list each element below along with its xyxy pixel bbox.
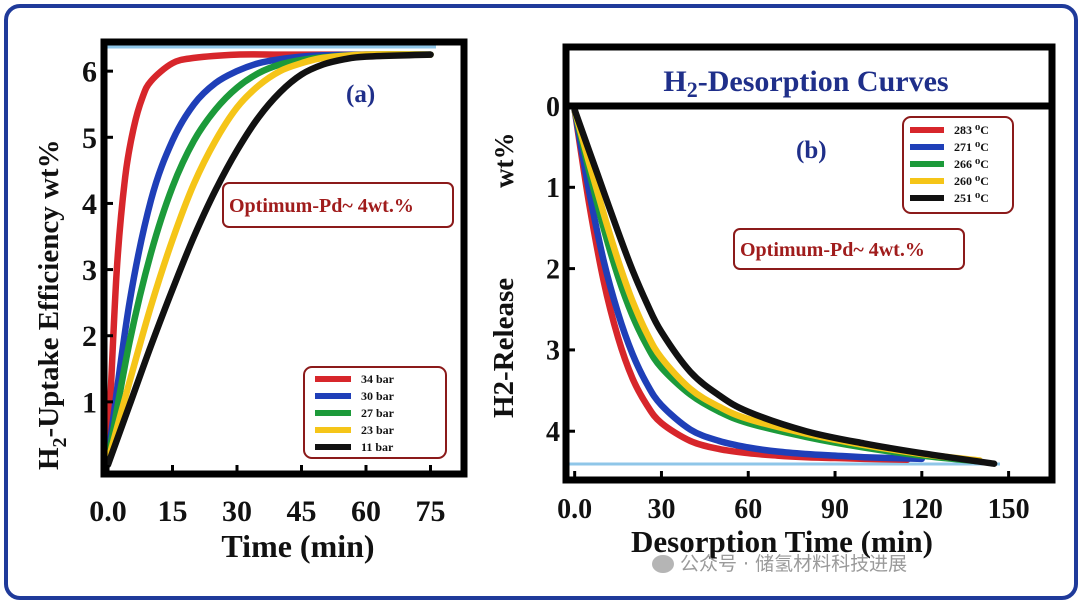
- panel-b-title-rest: -Desorption Curves: [698, 65, 949, 98]
- y-tick-label: 0: [546, 92, 560, 123]
- x-tick-label: 30: [222, 495, 252, 528]
- panel-a-x-axis-label: Time (min): [221, 528, 374, 564]
- panel-a-series-group: [104, 51, 434, 468]
- x-tick-label: 15: [158, 495, 188, 528]
- panel-a-legend: 34 bar 30 bar 27 bar 23 bar 11 bar: [315, 372, 395, 454]
- x-tick-label: 150: [988, 494, 1030, 525]
- panel-b-x-axis-label: Desorption Time (min): [631, 524, 933, 559]
- x-tick-label: 0.0: [89, 495, 127, 528]
- y-tick-label: 4: [546, 417, 560, 448]
- panel-b-annotation-box: [733, 228, 965, 270]
- panel-a-legend-box: [303, 366, 447, 459]
- panel-b-legend-box: [902, 116, 1014, 214]
- y-tick-label: 4: [82, 188, 97, 221]
- panel-b-y-axis-label: H2-Release: [488, 278, 520, 418]
- legend-label: 23 bar: [361, 423, 395, 437]
- panel-b-ticks: 0.0 30 60 90 120 150 0 1 2 3 4: [546, 92, 1030, 525]
- y-tick-label: 5: [82, 122, 97, 155]
- x-tick-label: 0.0: [557, 494, 592, 525]
- legend-label: 34 bar: [361, 372, 395, 386]
- panel-b-series-group: [571, 106, 998, 467]
- legend-label: 260 ⁰C: [954, 174, 989, 188]
- series-line-251-c: [571, 106, 998, 467]
- panel-a-y-axis-label-rest: -Uptake Efficiency wt%: [33, 139, 65, 437]
- panel-b-title: H2-Desorption Curves: [663, 65, 948, 102]
- panel-a-y-axis-label-h: H: [33, 447, 65, 470]
- y-tick-label: 2: [82, 320, 97, 353]
- y-tick-label: 3: [546, 336, 560, 367]
- watermark-text: 公众号 · 储氢材料科技进展: [680, 553, 908, 575]
- x-tick-label: 75: [416, 495, 446, 528]
- x-tick-label: 45: [287, 495, 317, 528]
- series-line-23-bar: [104, 51, 434, 465]
- x-tick-label: 60: [734, 494, 762, 525]
- x-tick-label: 30: [647, 494, 675, 525]
- legend-label: 11 bar: [361, 440, 394, 454]
- legend-label: 266 ⁰C: [954, 157, 989, 171]
- panel-a-label: (a): [346, 81, 375, 108]
- legend-label: 27 bar: [361, 406, 395, 420]
- panel-b-legend: 283 ⁰C 271 ⁰C 266 ⁰C 260 ⁰C 251 ⁰C: [910, 123, 989, 205]
- watermark: 公众号 · 储氢材料科技进展: [652, 549, 907, 576]
- panel-b-title-h: H: [663, 65, 686, 98]
- y-tick-label: 3: [82, 254, 97, 287]
- panel-b-label: (b): [796, 137, 827, 164]
- series-line-11-bar: [104, 51, 434, 468]
- y-tick-label: 2: [546, 254, 560, 285]
- series-line-271-c: [571, 106, 926, 463]
- panel-a-frame: [100, 38, 468, 478]
- panel-b-title-sub: 2: [687, 77, 698, 102]
- legend-label: 251 ⁰C: [954, 191, 989, 205]
- panel-b-annotation: Optimum-Pd~ 4wt.%: [740, 239, 925, 261]
- wechat-icon: [652, 555, 674, 573]
- y-tick-label: 1: [546, 173, 560, 204]
- panel-a-y-axis-label-sub: 2: [49, 437, 71, 447]
- panel-a-annotation: Optimum-Pd~ 4wt.%: [229, 195, 414, 217]
- panel-b-y-axis-unit: wt%: [489, 133, 519, 189]
- legend-label: 283 ⁰C: [954, 123, 989, 137]
- y-tick-label: 6: [82, 56, 97, 89]
- legend-label: 271 ⁰C: [954, 140, 989, 154]
- x-tick-label: 120: [901, 494, 943, 525]
- panel-a-y-axis-label: H2-Uptake Efficiency wt%: [33, 139, 71, 470]
- panel-b-frame: [562, 43, 1056, 484]
- panel-b: H2-Desorption Curves 0.0 30 60 90 120 1500123…: [488, 43, 1056, 559]
- panel-a-annotation-box: [222, 182, 454, 228]
- x-tick-label: 60: [351, 495, 381, 528]
- x-tick-label: 90: [821, 494, 849, 525]
- y-tick-label: 1: [82, 386, 97, 419]
- legend-label: 30 bar: [361, 389, 395, 403]
